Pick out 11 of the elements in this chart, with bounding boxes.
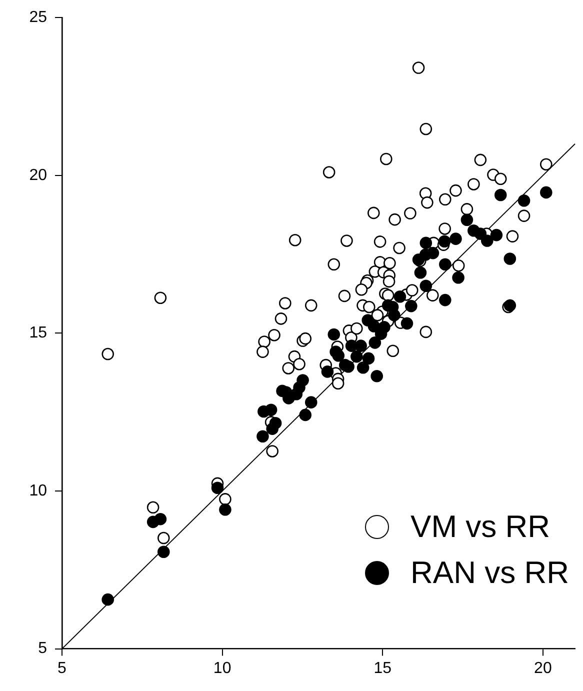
legend-label: RAN vs RR — [410, 555, 569, 591]
x-tick-label: 5 — [58, 660, 67, 677]
x-tick-label: 10 — [213, 660, 232, 677]
y-tick-label: 20 — [29, 166, 48, 184]
legend-label: VM vs RR — [410, 509, 550, 545]
x-tick-label: 15 — [374, 660, 392, 677]
x-tick-label: 20 — [534, 660, 552, 677]
y-tick-label: 5 — [38, 640, 48, 658]
y-tick-label: 15 — [29, 324, 48, 342]
y-tick-label: 25 — [29, 9, 48, 26]
y-tick-label: 10 — [29, 482, 48, 500]
